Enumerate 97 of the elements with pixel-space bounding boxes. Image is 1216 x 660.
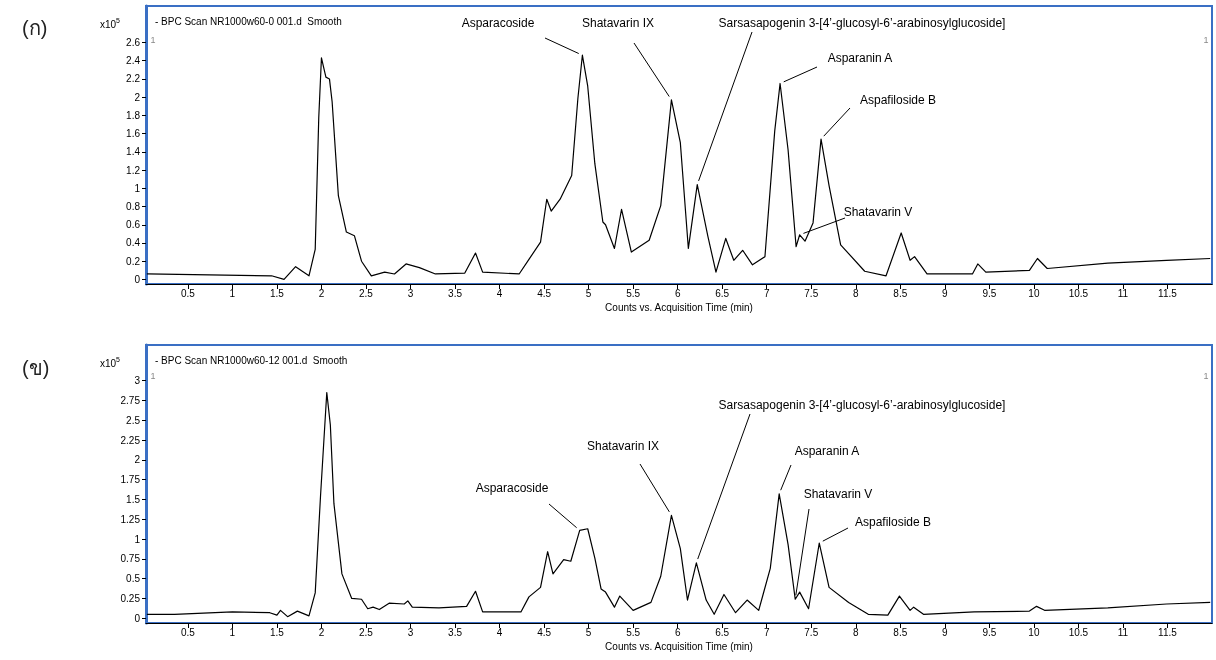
annotation: Asparacoside [475,481,549,495]
x-tick-label: 10 [1028,626,1040,638]
y-tick-label: 0.8 [126,201,141,213]
x-tick-label: 0.5 [180,626,196,638]
y-tick-label: 1.5 [126,493,141,505]
x-tick-label: 3 [407,287,414,299]
text: - BPC Scan NR1000w60-12 001.d Smooth [155,354,348,366]
y-tick-label: 0.2 [126,255,141,267]
x-tick-label: 9.5 [982,626,997,638]
x-tick-label: 2.5 [359,626,374,638]
y-tick-label: 0.5 [126,573,141,585]
y-tick-label: 0 [134,612,141,624]
annotation: Sarsasapogenin 3-[4’-glucosyl-6’-arabinosylglucoside] [718,16,1006,30]
y-tick-label: 2 [134,454,141,466]
y-tick-label: 2.4 [126,55,141,67]
x-tick-label: 3.5 [448,287,463,299]
line-series [146,54,1211,281]
annotation: Asparacoside [461,16,535,30]
x-tick-label: 5.5 [626,626,641,638]
annotation: 1 [150,371,156,381]
x-tick-label: 11.5 [1158,626,1178,638]
x-tick-label: 9 [942,626,949,638]
x-tick-label: 9 [942,287,949,299]
x-tick-label: 10.5 [1068,287,1089,299]
y-tick-label: 2.5 [126,414,141,426]
annotation: 1 [1203,371,1209,381]
x-tick-label: 6.5 [715,626,730,638]
annotation: Asparanin A [827,51,893,65]
annotation: Shatavarin IX [586,439,660,453]
annotation: Aspafiloside B [859,93,937,107]
x-tick-label: 0.5 [180,287,196,299]
x-tick-label: 3.5 [448,626,463,638]
y-tick-label: 3 [134,375,141,387]
annotation: Shatavarin V [803,487,873,501]
y-tick-label: 1.25 [120,513,141,525]
x-tick-label: 7 [763,626,770,638]
x-tick-label: 6 [674,287,681,299]
x-tick-label: 8.5 [893,626,908,638]
x-tick-label: 6 [674,626,681,638]
y-tick-label: 2.25 [120,434,141,446]
annotation: 1 [1203,35,1209,45]
y-tick-label: 0 [134,273,141,285]
x-tick-label: 8.5 [893,287,908,299]
y-tick-label: 1.75 [120,474,141,486]
y-tick-label: 2.75 [120,394,141,406]
x-tick-label: 7 [763,287,770,299]
x-tick-label: 1.5 [269,626,285,638]
x-tick-label: 2.5 [359,287,374,299]
annotation: Shatavarin IX [581,16,655,30]
x-axis-title: Counts vs. Acquisition Time (min) [605,641,753,653]
y-tick-label: 0.4 [126,237,141,249]
x-tick-label: 10 [1028,287,1040,299]
x-tick-label: 4.5 [537,287,552,299]
y-tick-label: 1.2 [126,164,141,176]
x-tick-label: 9.5 [982,287,997,299]
text: (ข) [22,357,50,379]
x-tick-label: 8 [852,287,859,299]
x-tick-label: 2 [318,626,325,638]
x-tick-label: 4.5 [537,626,552,638]
x-tick-label: 10.5 [1068,626,1089,638]
x-tick-label: 5 [585,287,592,299]
x-tick-label: 4 [496,287,503,299]
x-tick-label: 11 [1117,287,1129,299]
annotation: Shatavarin V [843,205,913,219]
y-tick-label: 2.6 [126,36,141,48]
y-tick-label: 2.2 [126,73,141,85]
line-series [146,391,1211,618]
x-tick-label: 11.5 [1158,287,1178,299]
y-tick-label: 1.8 [126,109,141,121]
text: - BPC Scan NR1000w60-0 001.d Smooth [155,15,342,27]
x-tick-label: 6.5 [715,287,730,299]
annotation: 1 [150,35,156,45]
x-tick-label: 1 [229,287,236,299]
annotation: Sarsasapogenin 3-[4’-glucosyl-6’-arabinosylglucoside] [718,398,1006,412]
x-tick-label: 5.5 [626,287,641,299]
y-tick-label: 1.6 [126,128,141,140]
x-tick-label: 11 [1117,626,1129,638]
text: (ก) [22,17,48,39]
y-tick-label: 0.75 [120,553,141,565]
x-tick-label: 7.5 [804,626,819,638]
x-axis-title: Counts vs. Acquisition Time (min) [605,302,753,314]
y-tick-label: 0.25 [120,592,141,604]
y-tick-label: 0.6 [126,219,141,231]
x-tick-label: 4 [496,626,503,638]
y-tick-label: 1.4 [126,146,141,158]
x-tick-label: 2 [318,287,325,299]
y-tick-label: 1 [134,182,141,194]
annotation: Aspafiloside B [854,515,932,529]
annotation: Asparanin A [794,444,860,458]
x-tick-label: 1 [229,626,236,638]
x-tick-label: 1.5 [269,287,285,299]
x-tick-label: 3 [407,626,414,638]
y-tick-label: 1 [134,533,141,545]
y-tick-label: 2 [134,91,141,103]
x-tick-label: 5 [585,626,592,638]
x-tick-label: 8 [852,626,859,638]
x-tick-label: 7.5 [804,287,819,299]
